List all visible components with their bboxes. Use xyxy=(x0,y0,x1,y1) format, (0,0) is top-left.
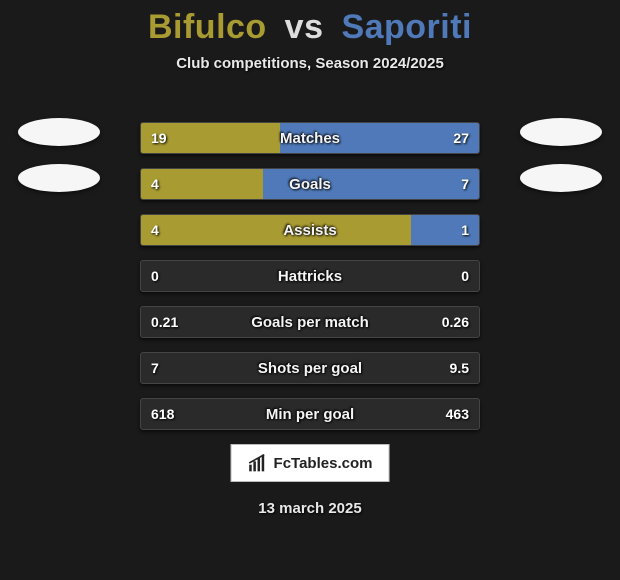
stat-row: Matches19 27 xyxy=(140,122,480,154)
stat-value-right: 0 xyxy=(451,261,479,291)
player2-name: Saporiti xyxy=(341,8,472,46)
stat-value-right: 1 xyxy=(451,215,479,245)
player2-club-logos xyxy=(520,118,602,192)
stat-label: Shots per goal xyxy=(141,353,479,383)
stat-row: Goals per match0.21 0.26 xyxy=(140,306,480,338)
vs-label: vs xyxy=(285,8,324,46)
stat-label: Matches xyxy=(141,123,479,153)
player1-club-logos xyxy=(18,118,100,192)
stat-label: Min per goal xyxy=(141,399,479,429)
stat-value-left: 19 xyxy=(141,123,177,153)
brand-text: FcTables.com xyxy=(274,455,373,472)
stat-label: Goals xyxy=(141,169,479,199)
stat-label: Assists xyxy=(141,215,479,245)
stat-value-right: 9.5 xyxy=(440,353,479,383)
club-logo-placeholder xyxy=(18,118,100,146)
brand-badge: FcTables.com xyxy=(231,444,390,482)
snapshot-date: 13 march 2025 xyxy=(0,500,620,517)
stat-value-left: 0 xyxy=(141,261,169,291)
stat-value-right: 0.26 xyxy=(432,307,479,337)
stat-row: Assists4 1 xyxy=(140,214,480,246)
stat-value-left: 4 xyxy=(141,215,169,245)
comparison-title: Bifulco vs Saporiti xyxy=(0,0,620,47)
comparison-bars: Matches1927Goals47Assists41Hattricks00Go… xyxy=(140,122,480,430)
club-logo-placeholder xyxy=(520,118,602,146)
stat-row: Hattricks0 0 xyxy=(140,260,480,292)
stat-value-right: 27 xyxy=(443,123,479,153)
stat-label: Hattricks xyxy=(141,261,479,291)
player1-name: Bifulco xyxy=(148,8,267,46)
stat-value-right: 463 xyxy=(436,399,479,429)
subtitle: Club competitions, Season 2024/2025 xyxy=(0,55,620,72)
stat-label: Goals per match xyxy=(141,307,479,337)
stat-row: Min per goal618 463 xyxy=(140,398,480,430)
stat-value-left: 618 xyxy=(141,399,184,429)
club-logo-placeholder xyxy=(520,164,602,192)
stat-value-right: 7 xyxy=(451,169,479,199)
stat-value-left: 4 xyxy=(141,169,169,199)
stat-value-left: 0.21 xyxy=(141,307,188,337)
club-logo-placeholder xyxy=(18,164,100,192)
chart-icon xyxy=(248,453,268,473)
stat-value-left: 7 xyxy=(141,353,169,383)
stat-row: Shots per goal7 9.5 xyxy=(140,352,480,384)
stat-row: Goals4 7 xyxy=(140,168,480,200)
